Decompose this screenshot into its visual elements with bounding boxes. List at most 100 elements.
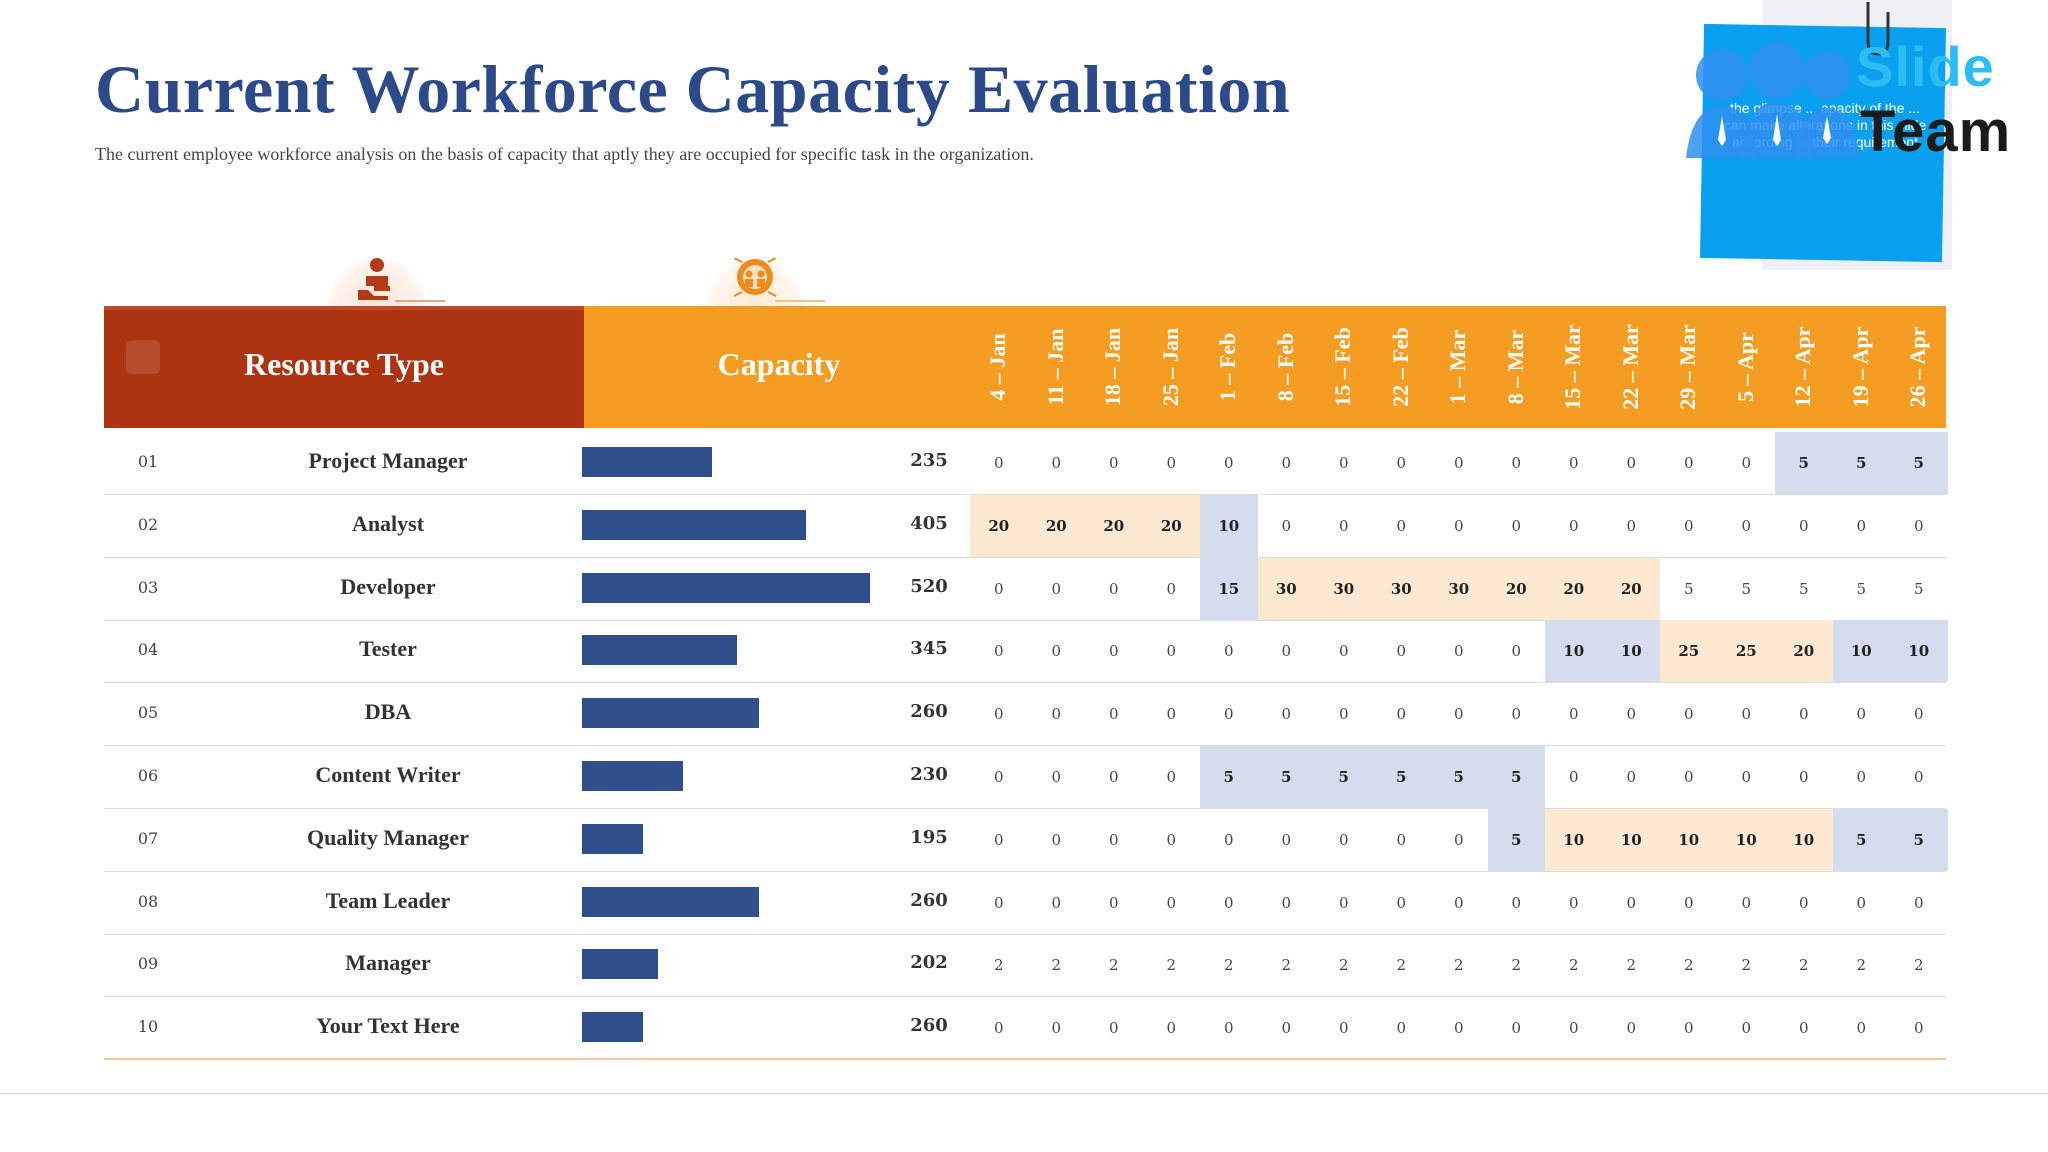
allocation-cell: 0 (1741, 705, 1752, 724)
allocation-cell: 0 (1856, 893, 1867, 912)
allocation-cell: 20 (1142, 494, 1200, 557)
allocation-cell: 20 (1602, 557, 1660, 620)
allocation-cell: 30 (1315, 557, 1373, 620)
allocation-cell: 0 (1453, 830, 1464, 849)
allocation-cell: 0 (1856, 1019, 1867, 1038)
icon-decor-line (775, 300, 825, 302)
decor-square (126, 340, 160, 374)
allocation-cell: 5 (1741, 579, 1752, 598)
allocation-cell: 0 (1281, 642, 1292, 661)
allocation-cell: 2 (1051, 956, 1062, 975)
resource-type-header: Resource Type (104, 306, 584, 428)
allocation-cell: 0 (1281, 705, 1292, 724)
date-header: 29 – Mar (1660, 310, 1716, 424)
resource-name: Team Leader (325, 887, 451, 913)
allocation-cell: 10 (1545, 808, 1603, 871)
allocation-cell: 0 (1166, 454, 1177, 472)
allocation-cell: 0 (1108, 642, 1119, 661)
allocation-cell: 0 (1108, 830, 1119, 849)
allocation-cell: 10 (1717, 808, 1775, 871)
allocation-cell: 0 (1166, 768, 1177, 786)
capacity-bar (582, 572, 870, 603)
allocation-cell: 0 (1568, 516, 1579, 535)
allocation-cell: 0 (1798, 705, 1809, 724)
allocation-cell: 0 (1051, 1019, 1062, 1038)
resource-name: Content Writer (315, 762, 461, 787)
watermark-logo: the glimpse ... apacity of the ... can m… (1660, 0, 2048, 270)
row-number: 05 (137, 703, 159, 723)
allocation-cell: 0 (1108, 1019, 1119, 1038)
allocation-cell: 10 (1602, 808, 1660, 871)
allocation-cell: 0 (1511, 705, 1522, 724)
date-header-label: 19 – Apr (1847, 326, 1873, 408)
allocation-cell: 0 (1856, 705, 1867, 724)
allocation-cell: 0 (1741, 454, 1752, 472)
allocation-cell: 0 (1338, 642, 1349, 661)
allocation-cell: 10 (1832, 620, 1890, 683)
table-bottom-border (104, 1058, 1946, 1060)
allocation-cell: 5 (1798, 579, 1809, 598)
allocation-cell: 0 (1396, 1019, 1407, 1038)
allocation-cell: 15 (1200, 557, 1258, 620)
allocation-cell: 0 (1453, 1019, 1464, 1038)
table-header: Resource Type Capacity 4 – Jan 11 – Jan 18… (104, 306, 1946, 428)
table-row: 06 Content Writer 230 0 0 0 0 5 5 5 5 5 5 0 0 0 0 0 0 0 (104, 746, 1946, 809)
allocation-cell: 0 (993, 893, 1004, 912)
date-header: 1 – Feb (1200, 310, 1256, 424)
watermark-brand-line1: Slide (1856, 35, 1995, 98)
row-number: 09 (137, 954, 159, 974)
date-header-label: 29 – Mar (1675, 324, 1700, 410)
allocation-cell: 0 (1683, 516, 1694, 535)
date-header-label: 1 – Feb (1215, 332, 1240, 402)
allocation-cell: 5 (1683, 579, 1694, 598)
allocation-cell: 5 (1890, 808, 1948, 871)
date-header: 15 – Mar (1545, 310, 1601, 424)
allocation-cell: 0 (1108, 454, 1119, 472)
allocation-cell: 0 (1338, 1019, 1349, 1038)
date-header-label: 22 – Feb (1387, 327, 1413, 407)
row-number: 01 (137, 452, 159, 471)
allocation-cell: 5 (1487, 808, 1545, 871)
allocation-cell: 2 (1856, 956, 1867, 975)
table-row: 08 Team Leader 260 0 0 0 0 0 0 0 0 0 0 0 0 0 0 0 0 0 (104, 872, 1946, 935)
allocation-cell: 2 (1223, 956, 1234, 975)
resource-name: Your Text Here (316, 1013, 460, 1039)
capacity-bar (582, 698, 759, 729)
allocation-cell: 0 (1281, 893, 1292, 912)
capacity-bar (582, 886, 759, 917)
allocation-cell: 0 (1798, 1019, 1809, 1038)
date-header: 22 – Mar (1603, 310, 1659, 424)
allocation-cell: 0 (1166, 705, 1177, 724)
resource-name: Quality Manager (307, 824, 469, 850)
allocation-cell: 5 (1913, 579, 1924, 598)
allocation-cell: 10 (1545, 620, 1603, 683)
allocation-cell: 0 (1051, 830, 1062, 849)
capacity-bar (582, 823, 643, 854)
allocation-cell: 0 (1913, 768, 1924, 786)
allocation-cell: 2 (1741, 956, 1752, 975)
allocation-cell: 25 (1717, 620, 1775, 683)
allocation-cell: 10 (1890, 620, 1948, 683)
allocation-cell: 0 (1511, 893, 1522, 912)
allocation-cell: 0 (1453, 454, 1464, 472)
allocation-cell: 25 (1660, 620, 1718, 683)
allocation-cell: 0 (1511, 516, 1522, 535)
allocation-cell: 10 (1602, 620, 1660, 683)
allocation-cell: 0 (1051, 579, 1062, 598)
allocation-cell: 0 (1223, 893, 1234, 912)
allocation-cell: 0 (1626, 516, 1637, 535)
allocation-cell: 0 (1913, 516, 1924, 535)
capacity-value: 195 (910, 826, 948, 848)
allocation-cell: 0 (1913, 705, 1924, 724)
page-subtitle: The current employee workforce analysis … (95, 144, 1034, 164)
allocation-cell: 2 (1396, 956, 1407, 975)
date-header-label: 15 – Mar (1560, 324, 1585, 410)
allocation-cell: 10 (1200, 494, 1258, 557)
capacity-value: 230 (910, 764, 948, 785)
allocation-cell: 30 (1257, 557, 1315, 620)
date-header: 8 – Mar (1488, 310, 1544, 424)
allocation-cell: 0 (1683, 454, 1694, 472)
allocation-cell: 0 (1223, 830, 1234, 849)
row-number: 08 (137, 891, 159, 911)
allocation-cell: 0 (993, 768, 1004, 786)
